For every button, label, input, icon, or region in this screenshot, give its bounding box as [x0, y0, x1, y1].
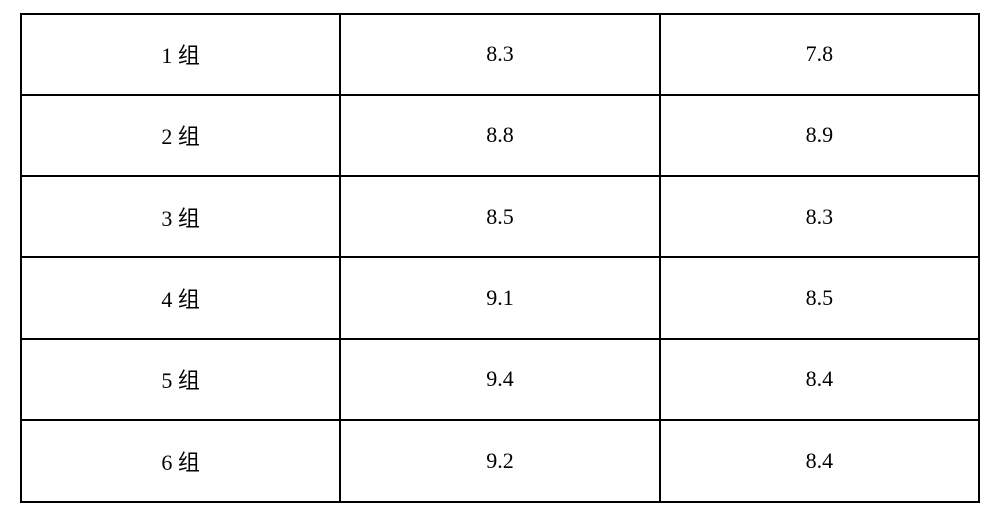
- table-cell: 9.1: [340, 257, 659, 338]
- table-row: 4 组 9.1 8.5: [21, 257, 979, 338]
- table-cell: 9.4: [340, 339, 659, 420]
- table-cell: 6 组: [21, 420, 340, 501]
- table-cell: 9.2: [340, 420, 659, 501]
- table-row: 1 组 8.3 7.8: [21, 14, 979, 95]
- table-cell: 5 组: [21, 339, 340, 420]
- table-cell: 8.4: [660, 339, 979, 420]
- table-cell: 8.9: [660, 95, 979, 176]
- table-cell: 4 组: [21, 257, 340, 338]
- data-table-container: 1 组 8.3 7.8 2 组 8.8 8.9 3 组 8.5 8.3 4 组 …: [20, 13, 980, 503]
- table-row: 6 组 9.2 8.4: [21, 420, 979, 501]
- table-cell: 1 组: [21, 14, 340, 95]
- table-row: 2 组 8.8 8.9: [21, 95, 979, 176]
- table-cell: 8.3: [660, 176, 979, 257]
- table-cell: 8.5: [660, 257, 979, 338]
- table-row: 5 组 9.4 8.4: [21, 339, 979, 420]
- table-cell: 8.8: [340, 95, 659, 176]
- table-row: 3 组 8.5 8.3: [21, 176, 979, 257]
- data-table: 1 组 8.3 7.8 2 组 8.8 8.9 3 组 8.5 8.3 4 组 …: [20, 13, 980, 503]
- table-cell: 8.3: [340, 14, 659, 95]
- table-cell: 2 组: [21, 95, 340, 176]
- table-cell: 8.5: [340, 176, 659, 257]
- table-cell: 3 组: [21, 176, 340, 257]
- table-cell: 7.8: [660, 14, 979, 95]
- table-cell: 8.4: [660, 420, 979, 501]
